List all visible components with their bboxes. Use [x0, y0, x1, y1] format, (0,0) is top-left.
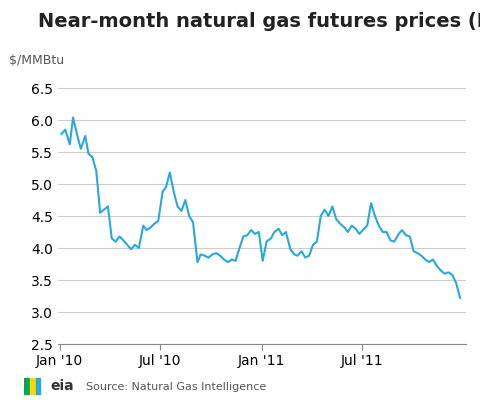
Bar [30, 378, 35, 394]
Text: Source: Natural Gas Intelligence: Source: Natural Gas Intelligence [86, 382, 267, 392]
Bar [24, 378, 29, 394]
Text: Near-month natural gas futures prices (NYMEX): Near-month natural gas futures prices (N… [38, 12, 480, 31]
Bar [36, 378, 40, 394]
Text: $/MMBtu: $/MMBtu [9, 54, 64, 66]
Text: eia: eia [50, 379, 74, 393]
